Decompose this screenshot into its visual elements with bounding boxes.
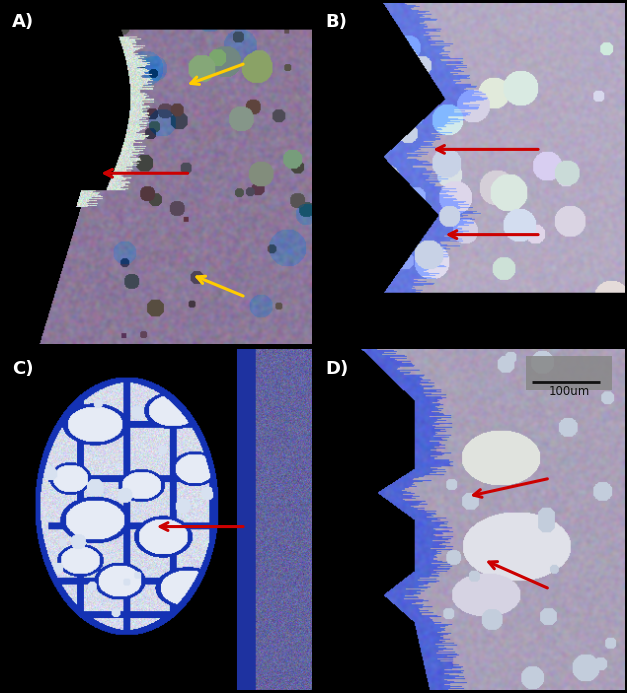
Bar bbox=[526, 356, 612, 390]
Text: A): A) bbox=[12, 13, 34, 31]
Text: B): B) bbox=[325, 13, 347, 31]
Text: C): C) bbox=[12, 360, 33, 378]
Text: D): D) bbox=[325, 360, 349, 378]
Text: 100um: 100um bbox=[549, 385, 589, 398]
